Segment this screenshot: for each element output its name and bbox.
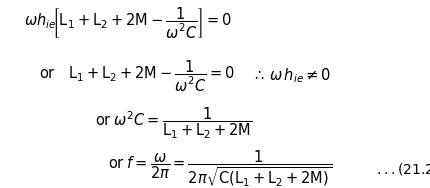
Text: $\therefore\, \omega\, h_{ie} \neq 0$: $\therefore\, \omega\, h_{ie} \neq 0$	[252, 67, 331, 86]
Text: $\mathrm{or}\; f = \dfrac{\omega}{2\pi} = \dfrac{1}{2\pi\sqrt{\mathrm{C(L_1 + L_: $\mathrm{or}\; f = \dfrac{\omega}{2\pi} …	[108, 149, 332, 188]
Text: $\mathrm{or}\;\omega^2 C = \dfrac{1}{\mathrm{L_1 + L_2 + 2M}}$: $\mathrm{or}\;\omega^2 C = \dfrac{1}{\ma…	[95, 105, 252, 141]
Text: $\mathrm{or}\quad \mathrm{L_1 + L_2 + 2M} - \dfrac{1}{\omega^2 C} = 0$: $\mathrm{or}\quad \mathrm{L_1 + L_2 + 2M…	[39, 58, 234, 94]
Text: $...(21.29)$: $...(21.29)$	[376, 161, 430, 177]
Text: $\omega h_{ie}\!\left[\mathrm{L_1 + L_2 + 2M} - \dfrac{1}{\omega^2 C}\right] = 0: $\omega h_{ie}\!\left[\mathrm{L_1 + L_2 …	[24, 6, 231, 41]
